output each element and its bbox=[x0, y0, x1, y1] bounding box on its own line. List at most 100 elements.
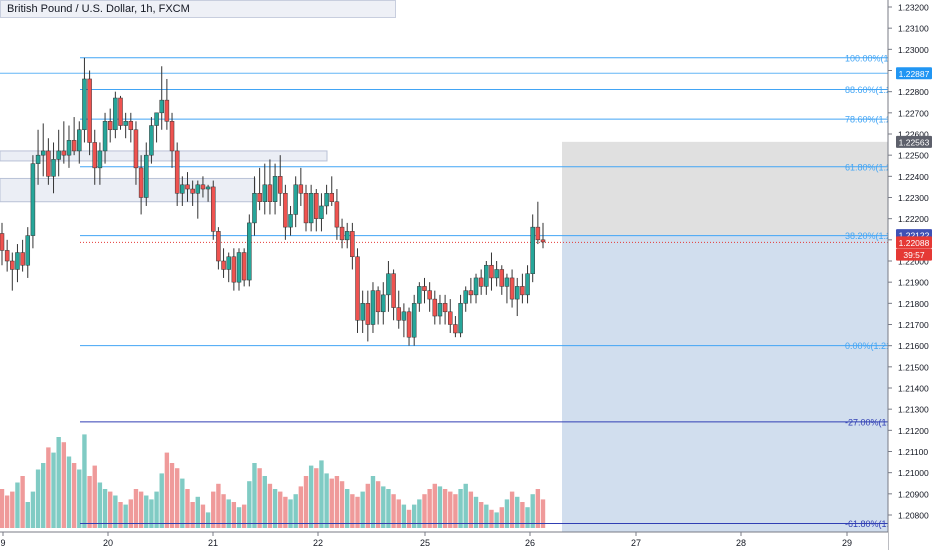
projection-box bbox=[562, 141, 888, 532]
candle-body bbox=[293, 184, 298, 215]
price-tag-label: 1.22887 bbox=[899, 69, 930, 79]
candle-body bbox=[509, 277, 515, 300]
candle-body bbox=[411, 303, 417, 338]
volume-bar bbox=[401, 504, 407, 528]
volume-bar bbox=[174, 468, 180, 528]
volume-bar bbox=[540, 499, 546, 528]
price-tag-label: 1.22563 bbox=[899, 137, 930, 147]
candle-body bbox=[252, 193, 257, 224]
fibonacci-levels: 100.00%(1. 88.60%(1.2 78.60%(1.2 61.80%(1.2… bbox=[80, 53, 891, 529]
volume-bar bbox=[365, 483, 371, 528]
volume-bar bbox=[144, 495, 149, 528]
candle-body bbox=[525, 273, 530, 296]
volume-bar bbox=[473, 496, 479, 528]
candle-body bbox=[4, 250, 10, 262]
volume-bar bbox=[272, 489, 278, 528]
volume-bar bbox=[15, 482, 20, 528]
candle-body bbox=[61, 150, 67, 156]
volume-bar bbox=[133, 489, 139, 528]
candle-body bbox=[159, 99, 164, 114]
candle-body bbox=[448, 311, 453, 325]
volume-bar bbox=[360, 491, 365, 528]
volume-bar bbox=[102, 489, 108, 528]
candle-body bbox=[174, 150, 180, 194]
candle-body bbox=[427, 290, 432, 300]
candle-body bbox=[128, 121, 134, 131]
candle-body bbox=[391, 273, 396, 308]
price-axis[interactable]: 1.232001.231001.230001.229001.228001.227… bbox=[887, 0, 932, 550]
candle-body bbox=[298, 184, 304, 194]
x-tick-label: 21 bbox=[208, 538, 218, 548]
candle-body bbox=[386, 273, 391, 296]
volume-bar bbox=[355, 496, 360, 528]
volume-bar bbox=[87, 476, 92, 528]
volume-bar bbox=[92, 465, 97, 528]
candle-body bbox=[66, 140, 72, 156]
volume-bar bbox=[391, 494, 396, 528]
candle-body bbox=[87, 78, 92, 143]
candle-body bbox=[288, 214, 293, 228]
candle-body bbox=[97, 150, 103, 169]
candle-body bbox=[499, 269, 505, 287]
candle-body bbox=[262, 184, 268, 202]
fib-level-label: -61.80%(1. bbox=[845, 519, 889, 529]
candle-body bbox=[432, 298, 438, 317]
price-tag-label: 1.22122 bbox=[899, 231, 930, 241]
volume-bar bbox=[417, 499, 422, 528]
volume-bar bbox=[489, 509, 494, 528]
y-tick-label: 1.21500 bbox=[898, 362, 929, 372]
y-tick-label: 1.21200 bbox=[898, 426, 929, 436]
x-tick-label: 20 bbox=[103, 538, 113, 548]
y-tick-label: 1.21600 bbox=[898, 341, 929, 351]
y-tick-label: 1.21700 bbox=[898, 320, 929, 330]
candle-body bbox=[56, 150, 61, 160]
y-tick-label: 1.22400 bbox=[898, 172, 929, 182]
candle-body bbox=[82, 78, 87, 131]
volume-bar bbox=[20, 476, 25, 528]
symbol-title[interactable]: British Pound / U.S. Dollar, 1h, FXCM bbox=[0, 0, 396, 18]
horizontal-lines bbox=[0, 72, 888, 243]
volume-bar bbox=[205, 512, 211, 528]
candle-body bbox=[277, 176, 283, 194]
candle-body bbox=[437, 303, 443, 317]
volume-bar bbox=[108, 491, 113, 528]
price-tag-label: 39:57 bbox=[903, 250, 925, 260]
candle-body bbox=[453, 324, 458, 334]
candle-body bbox=[458, 303, 463, 334]
fib-level-label: -27.00%(1. bbox=[845, 417, 889, 427]
volume-bar bbox=[211, 491, 216, 528]
y-tick-label: 1.20900 bbox=[898, 489, 929, 499]
volume-bar bbox=[298, 486, 304, 528]
candle-body bbox=[133, 129, 139, 169]
candle-body bbox=[381, 294, 386, 313]
volume-bar bbox=[221, 494, 226, 528]
candle-body bbox=[339, 226, 345, 241]
x-tick-label: 22 bbox=[313, 538, 323, 548]
volume-bar bbox=[97, 482, 103, 528]
candle-body bbox=[190, 188, 195, 194]
volume-bar bbox=[334, 476, 340, 528]
y-tick-label: 1.21800 bbox=[898, 299, 929, 309]
volume-bar bbox=[185, 489, 190, 528]
volume-bar bbox=[216, 483, 221, 528]
volume-bar bbox=[113, 495, 118, 528]
candle-body bbox=[180, 184, 185, 194]
candle-body bbox=[350, 231, 355, 258]
candle-body bbox=[205, 186, 211, 190]
volume-bar bbox=[375, 481, 381, 528]
volume-bar bbox=[247, 481, 252, 528]
price-tag bbox=[896, 67, 932, 80]
time-axis[interactable]: 9 20 21 22 25 26 27 28 29 bbox=[0, 531, 888, 550]
candle-body bbox=[303, 193, 309, 224]
candle-body bbox=[401, 311, 407, 321]
volume-bar bbox=[278, 491, 283, 528]
candle-body bbox=[71, 140, 77, 152]
volume-bar bbox=[411, 504, 417, 528]
candle-body bbox=[210, 186, 216, 232]
candle-body bbox=[370, 290, 376, 325]
candle-body bbox=[396, 307, 401, 321]
volume-bar bbox=[422, 494, 427, 528]
volume-bar bbox=[504, 499, 510, 528]
volume-bar bbox=[303, 476, 309, 528]
